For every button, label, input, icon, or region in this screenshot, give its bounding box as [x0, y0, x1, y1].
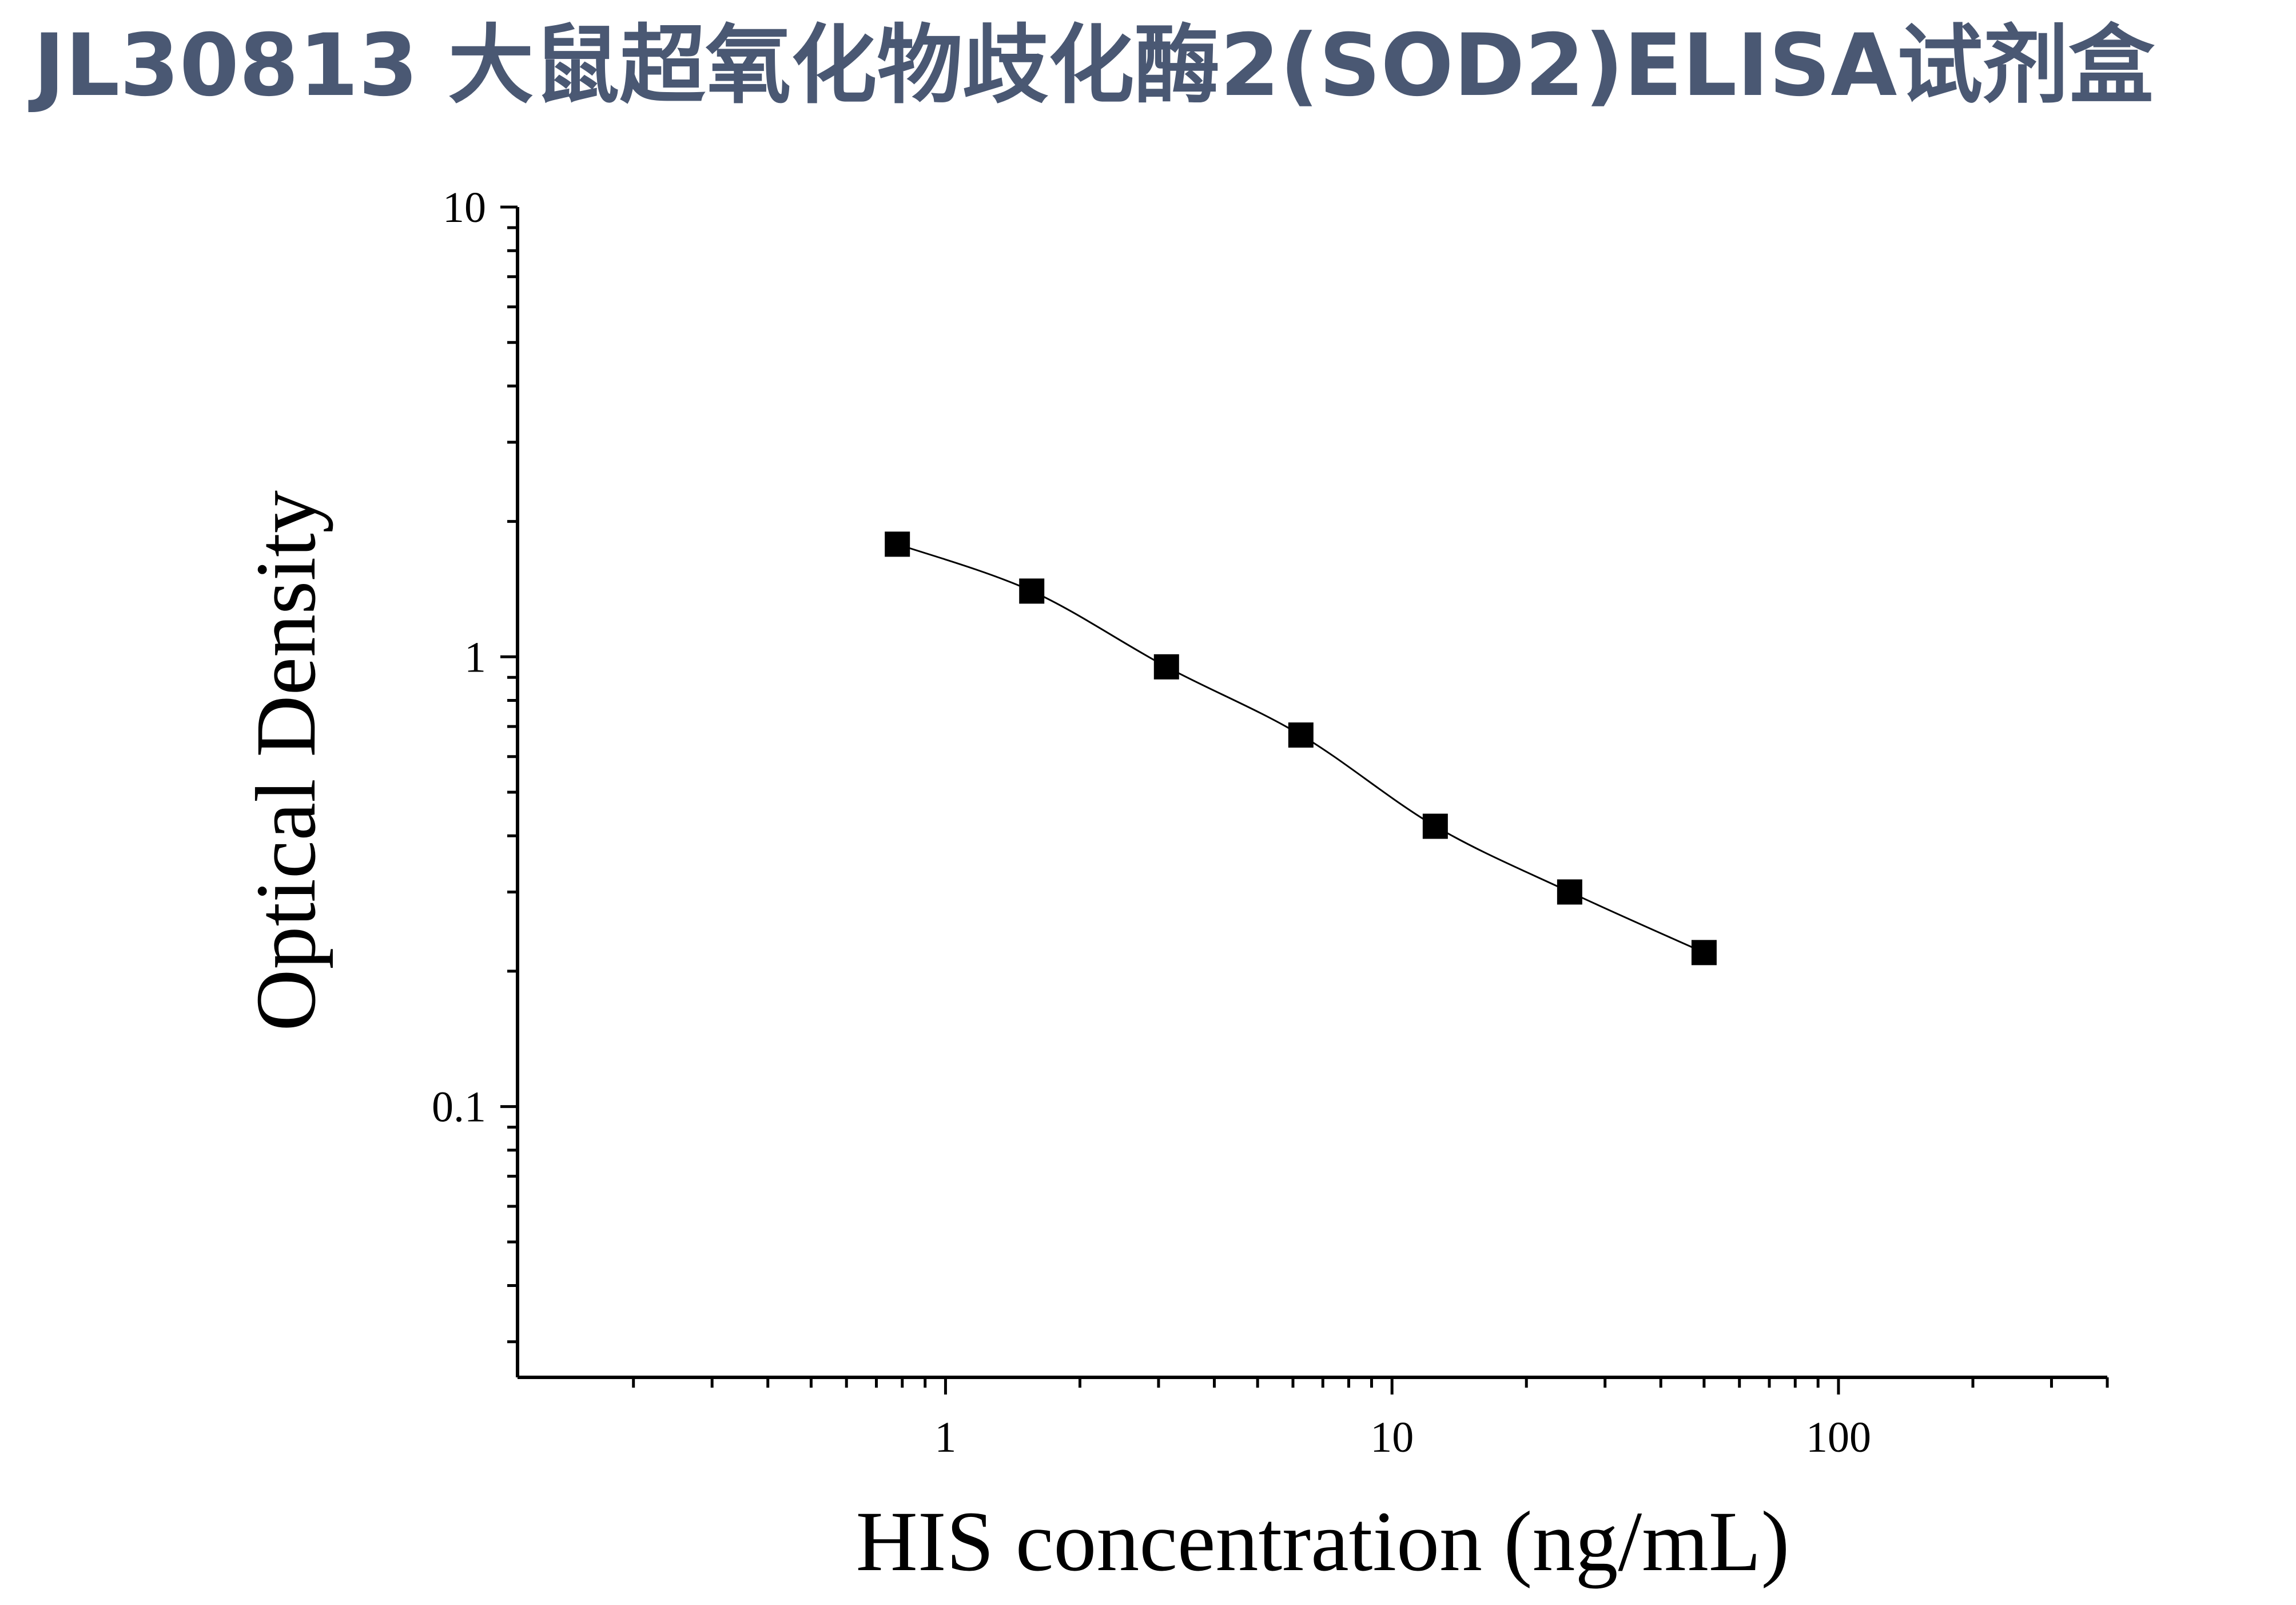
- data-point: [1422, 813, 1448, 839]
- data-point: [1691, 940, 1717, 966]
- data-point: [1557, 879, 1582, 905]
- data-points: [885, 531, 1717, 966]
- y-tick-label: 10: [443, 184, 486, 232]
- fit-curve: [897, 543, 1705, 954]
- x-tick-label: 1: [934, 1413, 956, 1461]
- axes: [516, 207, 2107, 1379]
- data-point: [1153, 654, 1179, 680]
- y-axis-label: Optical Density: [238, 490, 333, 1031]
- data-point: [1019, 578, 1045, 604]
- data-point: [1288, 722, 1314, 748]
- x-tick-label: 100: [1806, 1413, 1871, 1461]
- y-tick-label: 1: [464, 633, 486, 681]
- x-axis-label: HIS concentration (ng/mL): [856, 1494, 1790, 1589]
- x-axis-ticks: 1 10 100: [632, 1377, 2109, 1461]
- y-tick-label: 0.1: [432, 1083, 486, 1131]
- x-tick-label: 10: [1370, 1413, 1414, 1461]
- data-point: [885, 531, 910, 557]
- page-title: JL30813 大鼠超氧化物歧化酶2(SOD2)ELISA试剂盒: [33, 16, 2155, 116]
- y-axis-ticks: 0.1 1 10: [432, 184, 518, 1344]
